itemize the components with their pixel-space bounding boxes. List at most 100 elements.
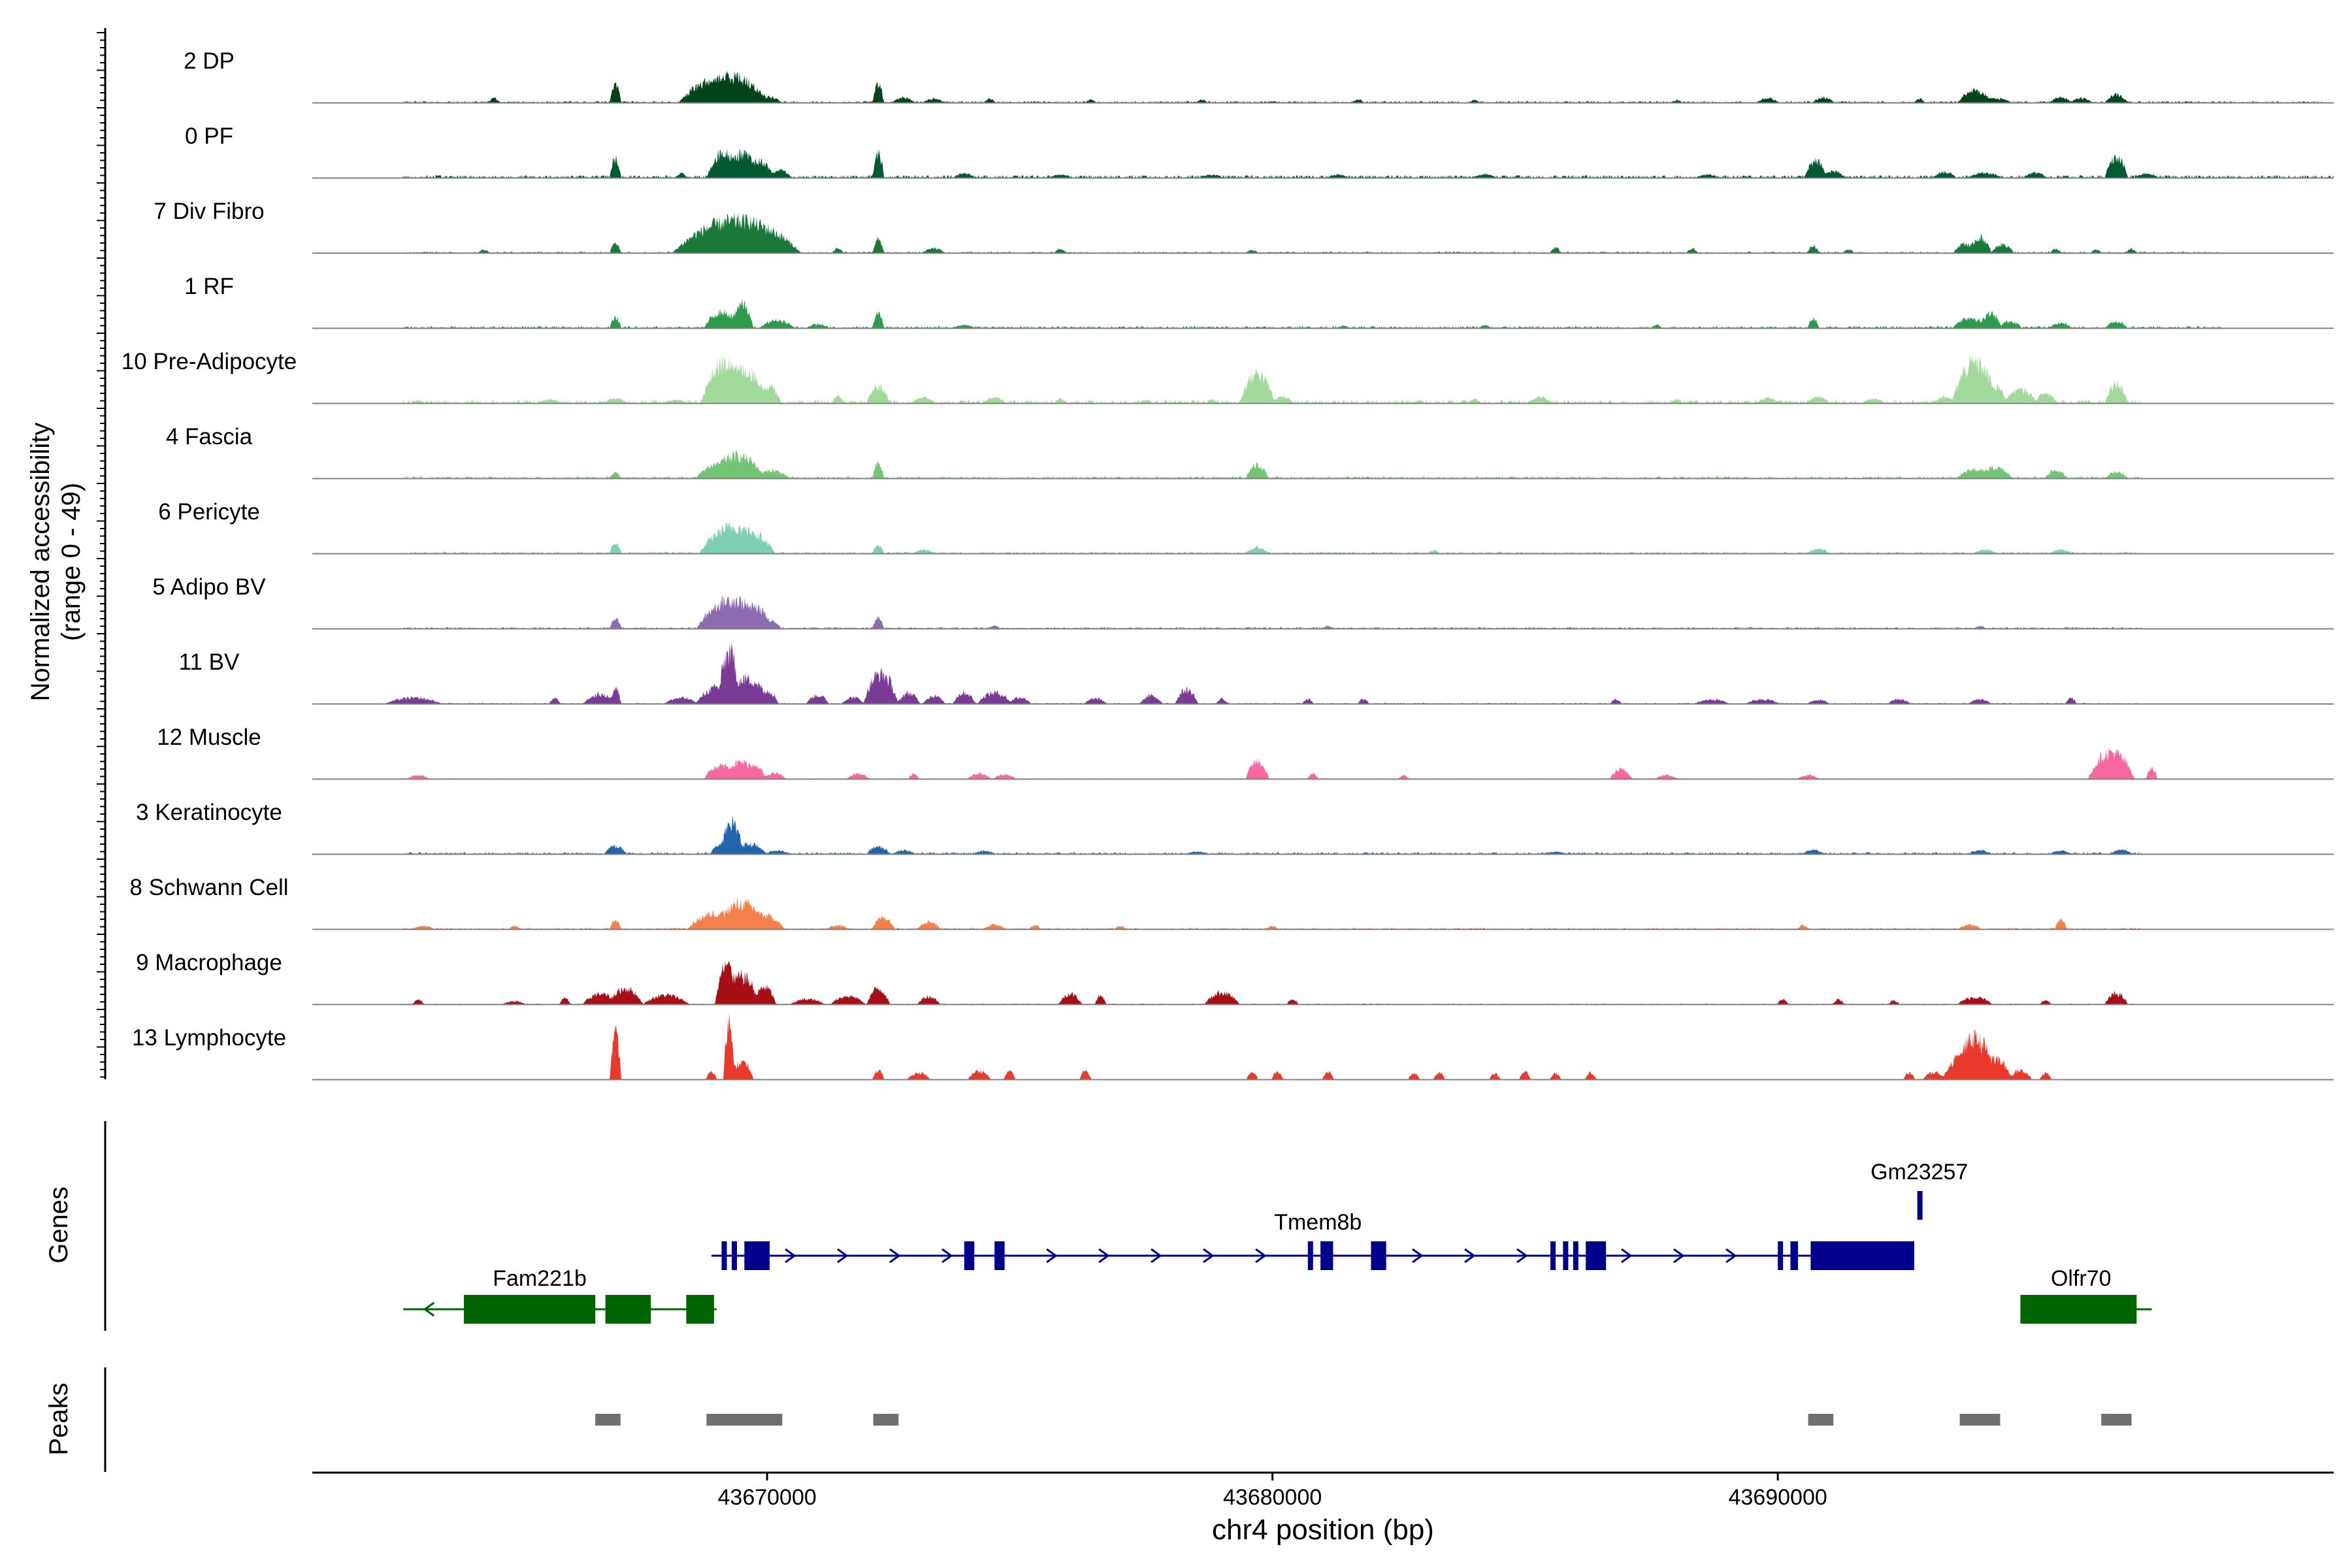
genes-panel-title: Genes (44, 1186, 73, 1264)
strand-arrow (1412, 1248, 1424, 1264)
gene-label: Gm23257 (1870, 1160, 1968, 1184)
track-label: 12 Muscle (157, 725, 261, 750)
peaks-panel (595, 1414, 2132, 1426)
track-coverage-area (312, 148, 2334, 178)
track-coverage-area (312, 212, 2334, 253)
strand-arrow (1725, 1248, 1737, 1264)
track-coverage-area (312, 1013, 2334, 1080)
peak-region (873, 1414, 899, 1426)
strand-arrow (1621, 1248, 1633, 1264)
gene-exon (686, 1295, 714, 1324)
gene-exon (744, 1241, 770, 1270)
y-axis-title-line1: Normalized accessibility (26, 423, 55, 702)
gene-annotation-panel: Fam221b Tmem8b Gm23257 Olfr70 (403, 1160, 2152, 1324)
track-label: 10 Pre-Adipocyte (122, 349, 297, 374)
track-11-bv: 11 BV (179, 641, 2334, 705)
track-coverage-area (312, 898, 2334, 930)
gene-exon (2020, 1295, 2137, 1324)
track-coverage-area (312, 450, 2334, 479)
x-tick-label: 43690000 (1729, 1485, 1827, 1510)
gene-olfr70: Olfr70 (2020, 1266, 2152, 1324)
gene-label: Tmem8b (1274, 1210, 1362, 1235)
gene-exon (1320, 1241, 1333, 1270)
strand-arrow (1046, 1248, 1058, 1264)
track-4-fascia: 4 Fascia (166, 424, 2334, 480)
gene-exon (1307, 1241, 1313, 1270)
gene-label: Olfr70 (2051, 1266, 2112, 1291)
track-label: 0 PF (185, 123, 233, 149)
gene-exon (1790, 1241, 1799, 1270)
strand-arrow (1098, 1248, 1110, 1264)
peak-region (706, 1414, 783, 1426)
track-coverage-area (312, 70, 2334, 103)
track-coverage-area (312, 521, 2334, 554)
track-coverage-area (312, 298, 2334, 329)
strand-arrow (1464, 1248, 1476, 1264)
gene-exon (964, 1241, 975, 1270)
gene-tmem8b: Tmem8b (711, 1210, 1914, 1270)
track-label: 8 Schwann Cell (129, 875, 288, 900)
strand-arrow (889, 1248, 901, 1264)
track-label: 9 Macrophage (136, 950, 282, 975)
gene-gm23257: Gm23257 (1870, 1160, 1968, 1220)
strand-arrow (785, 1248, 796, 1264)
track-label: 1 RF (184, 274, 234, 299)
gene-exon (464, 1295, 596, 1324)
track-13-lymphocyte: 13 Lymphocyte (132, 1013, 2334, 1081)
peaks-panel-title: Peaks (44, 1382, 73, 1455)
strand-arrow (837, 1248, 849, 1264)
gene-label: Fam221b (493, 1266, 587, 1291)
track-5-adipo-bv: 5 Adipo BV (152, 574, 2334, 630)
track-label: 11 BV (179, 649, 240, 675)
x-axis-ticks: 43670000 43680000 43690000 (718, 1473, 1827, 1510)
gene-exon (1778, 1241, 1784, 1270)
x-tick-label: 43680000 (1223, 1485, 1322, 1510)
peak-region (1959, 1414, 2001, 1426)
gene-fam221b: Fam221b (403, 1266, 717, 1324)
track-3-keratinocyte: 3 Keratinocyte (136, 800, 2334, 855)
gene-exon (994, 1241, 1005, 1270)
track-coverage-area (312, 747, 2334, 779)
track-9-macrophage: 9 Macrophage (136, 950, 2334, 1005)
strand-arrow (1151, 1248, 1162, 1264)
track-12-muscle: 12 Muscle (157, 725, 2334, 780)
track-label: 13 Lymphocyte (132, 1025, 286, 1051)
track-8-schwann-cell: 8 Schwann Cell (129, 875, 2334, 930)
track-10-pre-adipocyte: 10 Pre-Adipocyte (122, 349, 2334, 404)
track-label: 3 Keratinocyte (136, 800, 282, 825)
strand-arrow (1203, 1248, 1215, 1264)
gene-exon (1371, 1241, 1386, 1270)
x-axis-title: chr4 position (bp) (1212, 1514, 1434, 1546)
strand-arrow (1673, 1248, 1685, 1264)
peak-region (2101, 1414, 2132, 1426)
track-1-rf: 1 RF (184, 274, 2334, 329)
gene-exon (605, 1295, 651, 1324)
y-axis-title-group: Normalized accessibility (range 0 - 49) (26, 423, 86, 702)
gene-exon (1586, 1241, 1607, 1270)
track-coverage-area (312, 353, 2334, 404)
gene-exon (1550, 1241, 1556, 1270)
track-coverage-area (312, 641, 2334, 704)
track-label: 2 DP (184, 48, 235, 74)
track-label: 4 Fascia (166, 424, 253, 449)
gene-exon (1563, 1241, 1569, 1270)
track-7-div-fibro: 7 Div Fibro (154, 199, 2334, 254)
track-coverage-area (312, 815, 2334, 855)
track-coverage-area (312, 595, 2334, 629)
strand-arrow (1516, 1248, 1528, 1264)
peak-region (1808, 1414, 1834, 1426)
gene-exon (1573, 1241, 1578, 1270)
y-axis-title-line2: (range 0 - 49) (57, 483, 86, 641)
strand-arrow (1255, 1248, 1267, 1264)
track-label: 5 Adipo BV (152, 574, 266, 600)
tracks-axis-ticks (97, 32, 105, 1078)
gene-exon (1917, 1191, 1923, 1220)
track-0-pf: 0 PF (185, 123, 2334, 179)
accessibility-tracks: 2 DP 0 PF 7 Div Fibro 1 RF 10 Pre-Adipocyte 4… (122, 48, 2334, 1081)
track-2-dp: 2 DP (184, 48, 2334, 104)
track-label: 6 Pericyte (158, 499, 260, 525)
gene-exon (1810, 1241, 1914, 1270)
strand-arrow (423, 1301, 435, 1317)
